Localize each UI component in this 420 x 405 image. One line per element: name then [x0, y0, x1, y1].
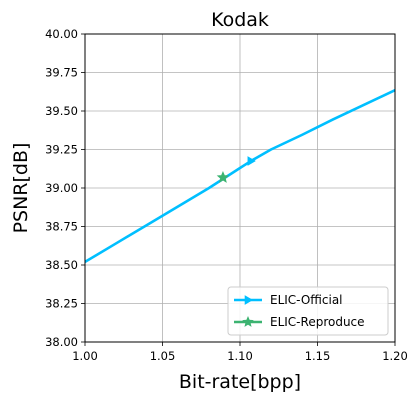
x-tick-label: 1.05 — [150, 349, 176, 363]
x-tick-label: 1.10 — [227, 349, 253, 363]
series-layer — [85, 89, 395, 264]
y-tick-label: 39.25 — [45, 143, 78, 157]
y-tick-label: 38.00 — [45, 335, 78, 349]
y-tick-label: 38.50 — [45, 258, 78, 272]
y-tick-label: 40.00 — [45, 27, 78, 41]
y-tick-label: 38.25 — [45, 297, 78, 311]
y-axis-label: PSNR[dB] — [10, 143, 32, 234]
legend-label: ELIC-Reproduce — [270, 315, 365, 329]
x-axis-label: Bit-rate[bpp] — [179, 371, 301, 393]
y-tick-label: 39.75 — [45, 66, 78, 80]
y-axis-ticks: 38.00 38.25 38.50 38.75 39.00 39.25 39.50 39.75… — [45, 27, 85, 349]
legend-label: ELIC-Official — [270, 293, 343, 307]
chart-title: Kodak — [211, 9, 269, 31]
y-tick-label: 38.75 — [45, 220, 78, 234]
legend-marker-elic-official — [244, 295, 253, 305]
y-tick-label: 39.00 — [45, 181, 78, 195]
x-tick-label: 1.15 — [305, 349, 331, 363]
legend-box — [227, 286, 389, 336]
x-tick-label: 1.20 — [382, 349, 408, 363]
x-tick-label: 1.00 — [72, 349, 98, 363]
legend-marker-elic-reproduce — [242, 315, 254, 327]
series-marker-elic-reproduce — [216, 170, 230, 183]
legend: ELIC-Official ELIC-Reproduce — [227, 286, 389, 336]
x-axis-ticks: 1.00 1.05 1.10 1.15 1.20 — [72, 342, 408, 363]
series-marker-elic-official — [247, 156, 256, 166]
series-line-elic-official — [85, 89, 395, 264]
y-tick-label: 39.50 — [45, 104, 78, 118]
